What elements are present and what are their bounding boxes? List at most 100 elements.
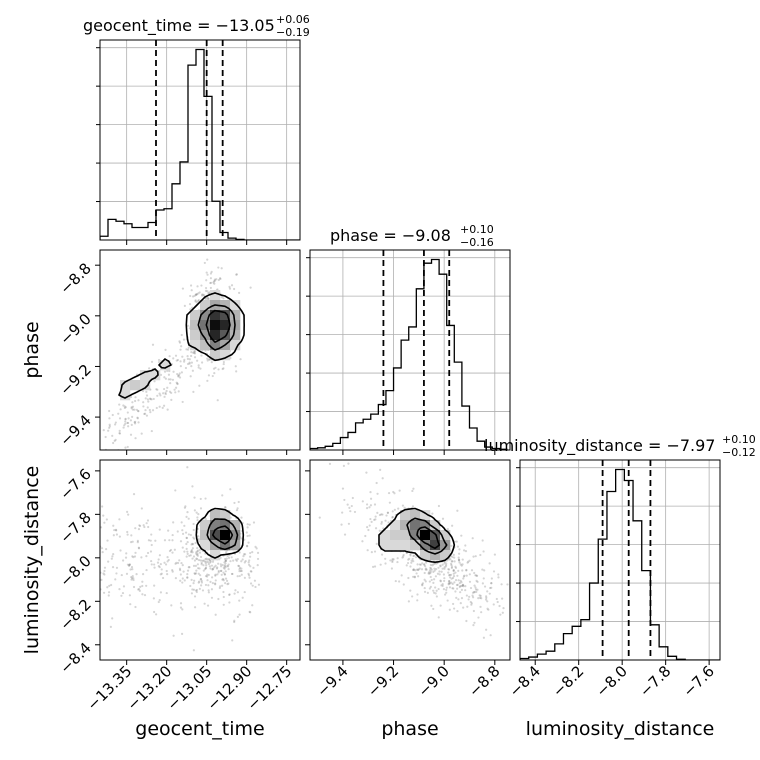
scatter-point xyxy=(181,529,184,532)
scatter-point xyxy=(233,619,236,622)
scatter-point xyxy=(443,560,446,564)
scatter-point xyxy=(168,549,172,553)
contour-level-2 xyxy=(205,309,231,343)
scatter-point xyxy=(416,593,419,596)
scatter-point xyxy=(435,589,438,592)
density-cell xyxy=(390,530,401,541)
scatter-point xyxy=(318,516,321,519)
scatter-point xyxy=(180,632,184,635)
scatter-point xyxy=(134,422,137,425)
scatter-point xyxy=(107,429,110,432)
scatter-point xyxy=(190,354,193,358)
scatter-point xyxy=(203,602,206,605)
scatter-point xyxy=(479,605,482,608)
scatter-point xyxy=(202,569,205,572)
scatter-point xyxy=(381,477,384,480)
title-geocent-time-plus: +0.06 xyxy=(276,13,310,26)
scatter-point xyxy=(223,573,227,576)
scatter-point xyxy=(190,548,193,552)
scatter-point xyxy=(108,417,111,420)
scatter-point xyxy=(389,559,392,562)
scatter-point xyxy=(457,556,460,559)
scatter-point xyxy=(411,505,415,508)
scatter-point xyxy=(181,581,184,584)
scatter-point xyxy=(131,555,134,558)
x-axis-label-geocent-time: geocent_time xyxy=(135,718,264,740)
scatter-point xyxy=(242,555,245,558)
scatter-point xyxy=(414,569,417,572)
scatter-point xyxy=(462,585,465,588)
scatter-point xyxy=(475,590,478,593)
scatter-point xyxy=(213,278,217,281)
scatter-point xyxy=(391,516,394,519)
scatter-point xyxy=(236,575,239,578)
scatter-point xyxy=(133,555,137,558)
scatter-point xyxy=(407,558,410,561)
scatter-point xyxy=(186,357,190,361)
scatter-point xyxy=(384,557,387,560)
scatter-point xyxy=(174,354,178,357)
scatter-point xyxy=(123,405,126,408)
scatter-point xyxy=(226,554,229,558)
scatter-point xyxy=(443,566,446,569)
scatter-point xyxy=(248,523,251,526)
scatter-point xyxy=(225,557,228,560)
text-layer: geocent_time phase luminosity_distance p… xyxy=(21,8,756,740)
scatter-point xyxy=(215,278,218,281)
scatter-point xyxy=(460,597,464,600)
scatter-point xyxy=(204,567,207,570)
scatter-point xyxy=(197,366,200,369)
x-tick-label-luminosity-distance-3: −7.8 xyxy=(636,662,674,700)
scatter-point xyxy=(221,578,224,581)
scatter-point xyxy=(437,587,440,591)
scatter-point xyxy=(128,563,131,566)
scatter-point xyxy=(223,567,226,570)
scatter-point xyxy=(348,506,351,509)
title-luminosity-distance-plus: +0.10 xyxy=(722,433,756,446)
scatter-point xyxy=(462,575,466,578)
density-cell xyxy=(400,530,411,541)
scatter-point xyxy=(462,606,465,609)
scatter-point xyxy=(114,423,117,426)
scatter-point xyxy=(473,584,476,587)
scatter-point xyxy=(217,278,220,282)
scatter-point xyxy=(237,564,240,567)
scatter-point xyxy=(406,561,410,565)
scatter-point xyxy=(213,282,216,285)
density-cell xyxy=(420,510,431,521)
scatter-point xyxy=(172,370,175,373)
scatter-point xyxy=(447,568,451,571)
density-cell xyxy=(200,330,211,341)
scatter-point xyxy=(247,574,251,577)
scatter-point xyxy=(153,566,156,569)
scatter-point xyxy=(479,596,482,599)
scatter-point xyxy=(192,528,195,532)
scatter-point xyxy=(468,573,471,576)
y-tick-label-phase-2: −9.0 xyxy=(56,310,94,348)
scatter-point xyxy=(430,578,433,582)
scatter-point xyxy=(145,568,148,572)
scatter-point xyxy=(204,562,207,565)
scatter-point xyxy=(192,649,195,652)
scatter-point xyxy=(222,297,225,300)
scatter-point xyxy=(131,540,134,543)
scatter-point xyxy=(199,507,203,510)
scatter-point xyxy=(402,555,405,558)
scatter-point xyxy=(238,291,241,294)
scatter-point xyxy=(183,304,186,307)
scatter-point xyxy=(448,573,451,577)
scatter-point xyxy=(437,504,441,508)
scatter-point xyxy=(167,558,170,562)
scatter-point xyxy=(209,286,212,290)
scatter-point xyxy=(249,570,252,573)
title-geocent-time: geocent_time = −13.05 +0.06 −0.19 xyxy=(83,8,315,39)
density-cell xyxy=(210,510,221,521)
scatter-point xyxy=(423,563,426,566)
scatter-point xyxy=(186,552,189,555)
scatter-point xyxy=(166,408,169,411)
scatter-point xyxy=(457,552,461,555)
density-cell xyxy=(160,360,171,371)
density-cell xyxy=(210,320,221,331)
scatter-point xyxy=(189,284,193,287)
scatter-point xyxy=(179,360,182,363)
